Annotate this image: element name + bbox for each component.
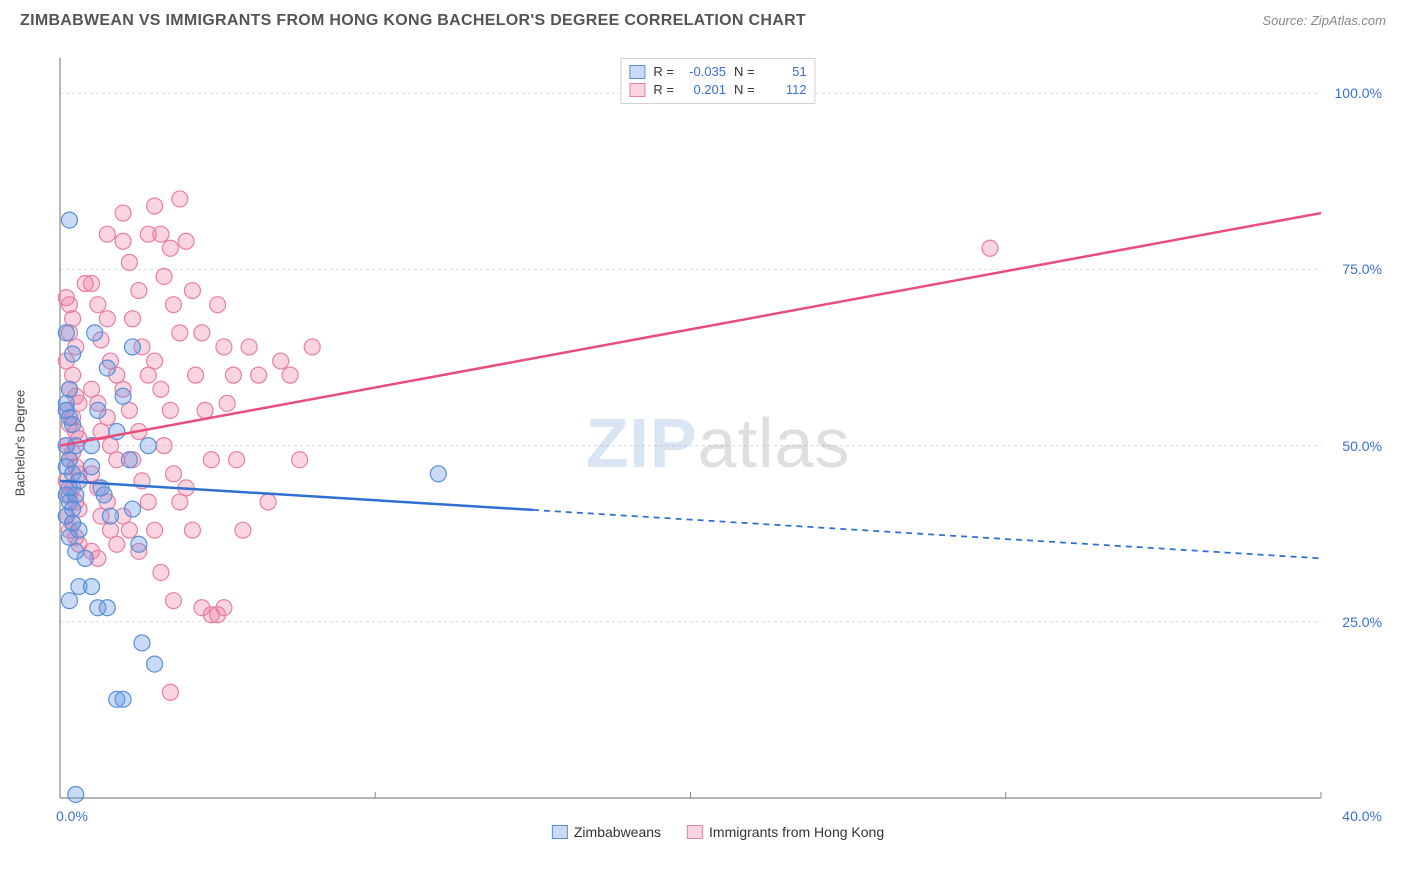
n-value-series-0: 51 bbox=[761, 63, 807, 81]
r-label: R = bbox=[653, 63, 674, 81]
y-axis-label: Bachelor's Degree bbox=[13, 390, 28, 497]
r-value-series-1: 0.201 bbox=[680, 81, 726, 99]
n-value-series-1: 112 bbox=[761, 81, 807, 99]
r-value-series-0: -0.035 bbox=[680, 63, 726, 81]
n-label: N = bbox=[734, 81, 755, 99]
swatch-series-0 bbox=[629, 65, 645, 79]
legend-label-series-1: Immigrants from Hong Kong bbox=[709, 824, 884, 840]
y-tick-label: 75.0% bbox=[1342, 261, 1382, 277]
y-tick-label: 100.0% bbox=[1335, 85, 1382, 101]
n-label: N = bbox=[734, 63, 755, 81]
x-tick-label: 40.0% bbox=[1342, 808, 1382, 824]
swatch-series-0 bbox=[552, 825, 568, 839]
x-tick-label: 0.0% bbox=[56, 808, 88, 824]
scatter-plot bbox=[50, 48, 1386, 838]
source-value: ZipAtlas.com bbox=[1311, 13, 1386, 28]
source-label: Source: bbox=[1262, 13, 1307, 28]
legend-item-series-0: Zimbabweans bbox=[552, 824, 661, 840]
swatch-series-1 bbox=[687, 825, 703, 839]
legend-label-series-0: Zimbabweans bbox=[574, 824, 661, 840]
r-label: R = bbox=[653, 81, 674, 99]
chart-area: Bachelor's Degree ZIPatlas R = -0.035 N … bbox=[50, 48, 1386, 838]
legend-item-series-1: Immigrants from Hong Kong bbox=[687, 824, 884, 840]
swatch-series-1 bbox=[629, 83, 645, 97]
series-legend: Zimbabweans Immigrants from Hong Kong bbox=[552, 824, 884, 840]
chart-title: ZIMBABWEAN VS IMMIGRANTS FROM HONG KONG … bbox=[20, 12, 806, 30]
y-tick-label: 50.0% bbox=[1342, 438, 1382, 454]
legend-row-series-1: R = 0.201 N = 112 bbox=[629, 81, 806, 99]
legend-row-series-0: R = -0.035 N = 51 bbox=[629, 63, 806, 81]
source-citation: Source: ZipAtlas.com bbox=[1262, 13, 1386, 28]
correlation-legend: R = -0.035 N = 51 R = 0.201 N = 112 bbox=[620, 58, 815, 104]
y-tick-label: 25.0% bbox=[1342, 614, 1382, 630]
